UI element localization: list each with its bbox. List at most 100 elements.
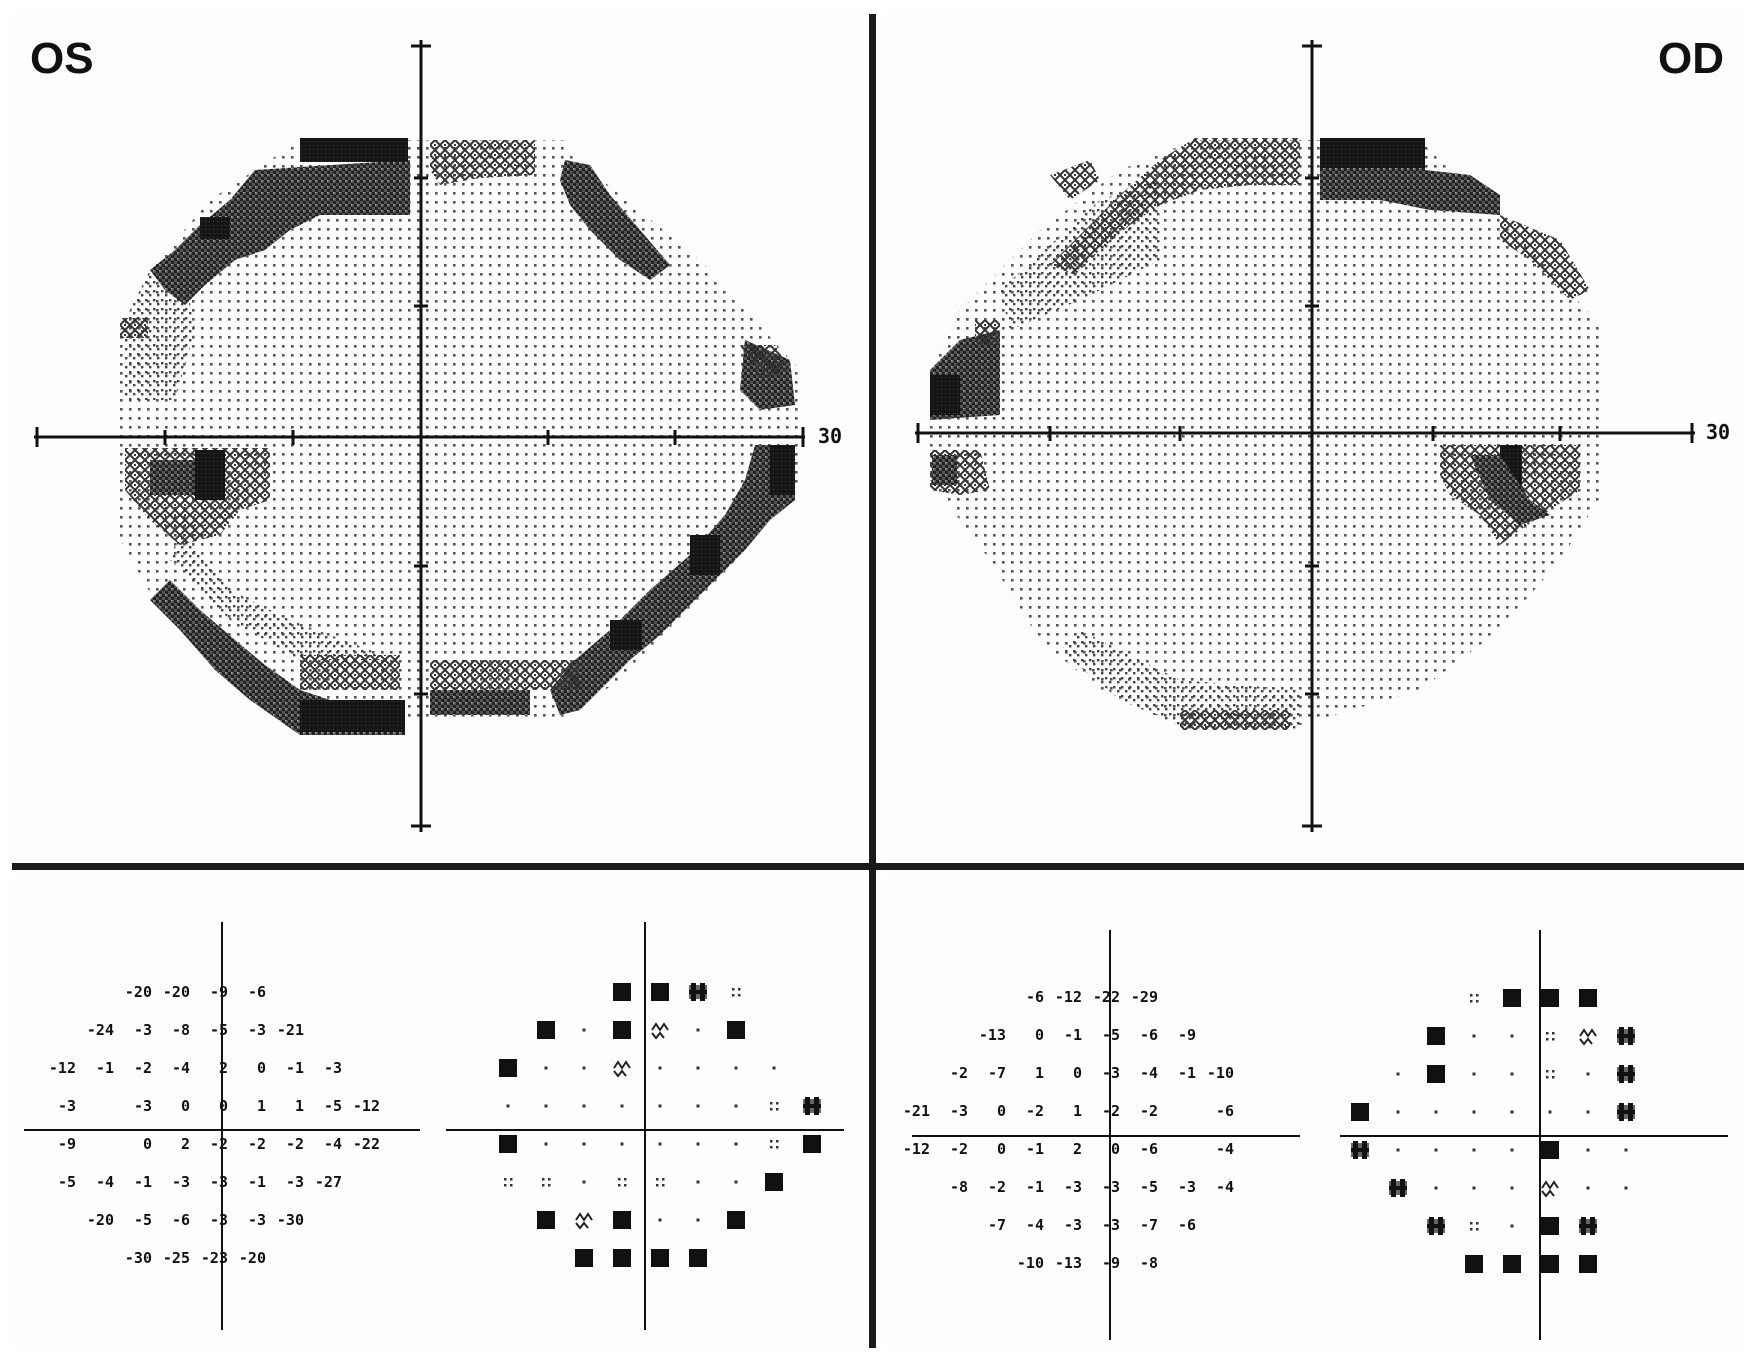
os-deviation-value: -27 [315, 1173, 342, 1191]
os-probability-symbol-hx [575, 1212, 593, 1230]
os-probability-symbol-hx [651, 1022, 669, 1040]
os-deviation-value: -2 [134, 1059, 152, 1077]
os-probability-symbol-dt [544, 1066, 548, 1070]
od-deviation-value: -22 [1093, 988, 1120, 1006]
od-deviation-value: -2 [950, 1140, 968, 1158]
od-deviation-value: -2 [988, 1178, 1006, 1196]
od-probability-symbol-dt [1548, 1110, 1552, 1114]
od-probability-symbol-dt [1472, 1110, 1476, 1114]
os-probability-symbol-dt [582, 1104, 586, 1108]
os-deviation-value: -30 [125, 1249, 152, 1267]
os-probability-symbol-sq [803, 1135, 821, 1153]
od-probability-symbol-sq [1503, 989, 1521, 1007]
od-deviation-value: -3 [1102, 1178, 1120, 1196]
od-deviation-value: -1 [1026, 1140, 1044, 1158]
os-deviation-value: 0 [181, 1097, 190, 1115]
os-probability-symbol-sq [575, 1249, 593, 1267]
od-deviation-value: -6 [1178, 1216, 1196, 1234]
os-deviation-value: -3 [134, 1097, 152, 1115]
os-probability-symbol-dt [582, 1180, 586, 1184]
os-deviation-value: -3 [248, 1021, 266, 1039]
od-deviation-value: 1 [1073, 1102, 1082, 1120]
os-probability-symbol-sq [689, 1249, 707, 1267]
od-probability-symbol-dt [1510, 1110, 1514, 1114]
os-defect-inferior-center-cross [430, 660, 580, 690]
od-deviation-value: -4 [1026, 1216, 1044, 1234]
od-deviation-value: -4 [1216, 1178, 1234, 1196]
od-probability-symbol-dt [1586, 1110, 1590, 1114]
os-probability-symbol-dt [658, 1142, 662, 1146]
os-defect-inferior-right-black3 [610, 620, 642, 650]
od-deviation-value: -6 [1140, 1140, 1158, 1158]
os-blindspot-dark [150, 460, 195, 495]
os-probability-grid [499, 983, 821, 1267]
horizontal-divider [12, 863, 1744, 870]
os-deviation-value: -3 [210, 1211, 228, 1229]
od-deviation-value: -3 [1064, 1178, 1082, 1196]
od-deviation-value: -6 [1216, 1102, 1234, 1120]
od-deviation-value: -3 [950, 1102, 968, 1120]
os-probability-symbol-sq [537, 1021, 555, 1039]
os-deviation-value: -3 [210, 1173, 228, 1191]
od-probability-symbol-dt [1434, 1186, 1438, 1190]
od-deviation-value: -2 [1102, 1102, 1120, 1120]
os-deviation-value: -2 [248, 1135, 266, 1153]
os-probability-symbol-dt [658, 1104, 662, 1108]
od-eye-label: OD [1658, 34, 1724, 83]
os-probability-symbol-sq [537, 1211, 555, 1229]
os-deviation-value: -5 [134, 1211, 152, 1229]
os-probability-symbol-dd [656, 1178, 665, 1187]
od-deviation-value: -13 [979, 1026, 1006, 1044]
os-probability-symbol-sq [613, 1249, 631, 1267]
os-defect-inferior-right-black1 [770, 445, 795, 495]
od-probability-symbol-dd [1470, 994, 1479, 1003]
os-deviation-value: -12 [49, 1059, 76, 1077]
od-probability-symbol-dt [1586, 1186, 1590, 1190]
od-deviation-value: -3 [1064, 1216, 1082, 1234]
od-probability-symbol-dt [1586, 1072, 1590, 1076]
od-deviation-value: 0 [1073, 1064, 1082, 1082]
os-probability-symbol-dt [696, 1066, 700, 1070]
od-probability-symbol-sq [1541, 1141, 1559, 1159]
os-probability-symbol-dt [734, 1066, 738, 1070]
os-deviation-value: -4 [324, 1135, 342, 1153]
os-defect-superior-right-dark [560, 160, 670, 280]
od-deviation-value: -2 [1140, 1102, 1158, 1120]
os-grayscale-map [34, 40, 805, 832]
os-defect-inferior-right-black2 [690, 535, 720, 575]
os-probability-symbol-dt [658, 1066, 662, 1070]
os-deviation-value: -1 [248, 1173, 266, 1191]
od-probability-symbol-st [1617, 1065, 1635, 1083]
od-defect-superior-cross [1050, 138, 1300, 275]
od-deviation-value: -5 [1140, 1178, 1158, 1196]
od-probability-symbol-dd [1546, 1070, 1555, 1079]
od-probability-symbol-hx [1579, 1028, 1597, 1046]
os-deviation-value: -9 [210, 983, 228, 1001]
od-deviation-value: -9 [1102, 1254, 1120, 1272]
os-deviation-value: -6 [172, 1211, 190, 1229]
os-probability-symbol-sq [651, 983, 669, 1001]
od-probability-symbol-dt [1434, 1148, 1438, 1152]
os-deviation-value: -21 [277, 1021, 304, 1039]
od-nasal-defect-black [930, 375, 960, 415]
od-probability-symbol-sq [1541, 989, 1559, 1007]
od-deviation-value: -7 [988, 1216, 1006, 1234]
od-probability-symbol-st [1351, 1141, 1369, 1159]
os-deviation-value: -23 [201, 1249, 228, 1267]
os-deviation-value: -8 [172, 1021, 190, 1039]
os-deviation-value: -1 [286, 1059, 304, 1077]
od-probability-symbol-sq [1541, 1255, 1559, 1273]
od-axis-ticks [916, 44, 1694, 828]
os-defect-inferior-center-dark [430, 690, 530, 715]
od-deviation-value: -2 [950, 1064, 968, 1082]
os-probability-symbol-dt [734, 1180, 738, 1184]
os-defect-superior-right-cross [430, 140, 535, 185]
od-deviation-value: -3 [1102, 1064, 1120, 1082]
os-probability-symbol-sq [499, 1059, 517, 1077]
os-deviation-axes [24, 922, 420, 1330]
od-deviation-value: -21 [903, 1102, 930, 1120]
od-probability-symbol-st [1617, 1103, 1635, 1121]
os-probability-symbol-dd [770, 1102, 779, 1111]
od-probability-symbol-dt [1472, 1072, 1476, 1076]
